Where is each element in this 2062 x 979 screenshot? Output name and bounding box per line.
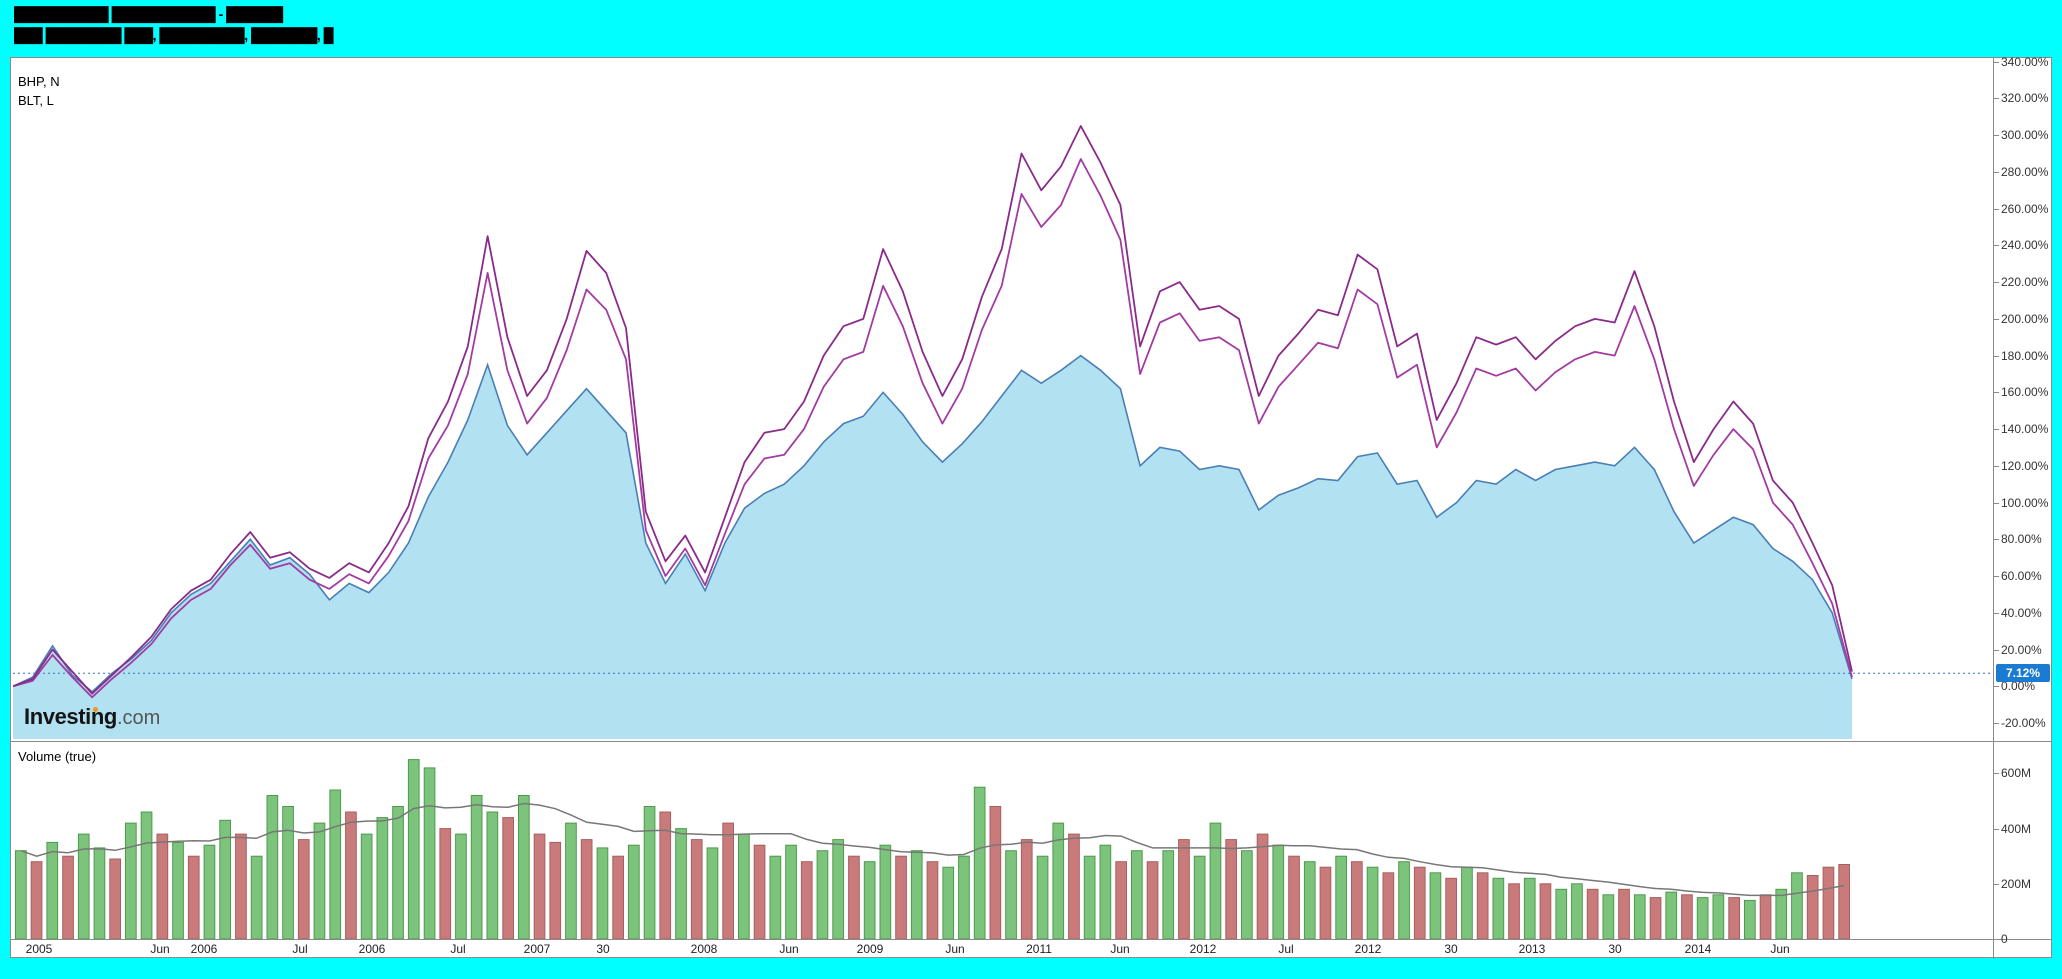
price-axis-label: 60.00% — [2001, 569, 2042, 584]
x-axis-label: Jun — [1770, 942, 1790, 956]
axis-tick — [1994, 465, 1999, 467]
legend-series-1: BHP, N — [18, 74, 60, 89]
axis-tick — [1994, 539, 1999, 541]
header-subtitle-redacted: ███ ████████ ███, █████████, ███████, █ — [14, 27, 334, 43]
x-axis-label: Jun — [779, 942, 799, 956]
investing-logo: Investing.com — [24, 704, 160, 730]
investing-logo-orange-dot-icon — [93, 707, 98, 712]
x-axis-label: 2007 — [523, 942, 551, 956]
axis-tick — [1994, 282, 1999, 284]
price-axis-label: 120.00% — [2001, 458, 2049, 473]
chart-frame: BHP, N BLT, L Investing.com Volume (true… — [10, 54, 2052, 959]
price-axis-label: 0.00% — [2001, 679, 2036, 694]
x-axis-label: 2008 — [690, 942, 718, 956]
x-axis-label: 2013 — [1518, 942, 1546, 956]
x-axis-label: Jun — [150, 942, 170, 956]
legend-series-2: BLT, L — [18, 93, 54, 108]
axis-tick — [1994, 208, 1999, 210]
last-value-badge: 7.12% — [1996, 664, 2050, 682]
axis-tick — [1994, 773, 1999, 775]
right-price-axis[interactable]: 7.12% 340.00% 320.00% 300.00% 280.00% 260.00… — [1993, 54, 2052, 959]
price-axis-label: 140.00% — [2001, 422, 2049, 437]
price-axis-label: -20.00% — [2001, 716, 2046, 730]
axis-tick — [1994, 61, 1999, 63]
x-axis-label: 2011 — [1026, 942, 1052, 956]
axis-tick — [1994, 502, 1999, 504]
header-title-redacted: ██████████ ███████████ - ██████ — [14, 6, 283, 22]
price-axis-label: 340.00% — [2001, 54, 2049, 69]
x-axis-label: 30 — [1608, 942, 1622, 956]
volume-baseline — [11, 939, 2051, 940]
chart-legend: BHP, N BLT, L — [18, 72, 60, 110]
x-axis-label: Jun — [945, 942, 965, 956]
axis-tick — [1994, 429, 1999, 431]
axis-tick — [1994, 355, 1999, 357]
price-axis-label: 320.00% — [2001, 91, 2049, 106]
axis-tick — [1994, 883, 1999, 885]
x-axis[interactable]: 2005 Jun 2006 Jul 2006 Jul 2007 30 2008 Jun 2009 Ju… — [11, 940, 2051, 959]
axis-tick — [1994, 576, 1999, 578]
x-axis-label: Jul — [450, 942, 466, 956]
x-axis-label: Jul — [292, 942, 308, 956]
price-axis-label: 300.00% — [2001, 128, 2049, 143]
volume-axis-label: 400M — [2001, 821, 2032, 836]
x-axis-label: 30 — [596, 942, 610, 956]
investing-logo-text: Investing — [24, 704, 117, 729]
x-axis-label: 2012 — [1354, 942, 1382, 956]
volume-axis-label: 600M — [2001, 766, 2032, 781]
x-axis-label: 2014 — [1684, 942, 1712, 956]
price-axis-label: 280.00% — [2001, 164, 2049, 179]
x-axis-label: 2012 — [1189, 942, 1217, 956]
x-axis-label: 2009 — [856, 942, 884, 956]
price-axis-label: 80.00% — [2001, 532, 2042, 547]
x-axis-label: Jul — [1278, 942, 1294, 956]
price-axis-label: 160.00% — [2001, 385, 2049, 400]
axis-tick — [1994, 318, 1999, 320]
axis-tick — [1994, 245, 1999, 247]
axis-tick — [1994, 392, 1999, 394]
x-axis-label: 2006 — [358, 942, 386, 956]
panel-divider — [11, 741, 2051, 742]
price-axis-label: 100.00% — [2001, 495, 2049, 510]
axis-tick — [1994, 649, 1999, 651]
price-axis-label: 40.00% — [2001, 605, 2042, 620]
axis-tick — [1994, 686, 1999, 688]
x-axis-label: 30 — [1444, 942, 1458, 956]
axis-tick — [1994, 135, 1999, 137]
x-axis-label: Jun — [1110, 942, 1130, 956]
x-axis-label: 2005 — [25, 942, 53, 956]
price-axis-label: 20.00% — [2001, 642, 2042, 657]
volume-axis-label: 0 — [2001, 932, 2008, 946]
price-axis-label: 240.00% — [2001, 238, 2049, 253]
axis-tick — [1994, 939, 1999, 940]
price-axis-label: 200.00% — [2001, 311, 2049, 326]
price-axis-label: 180.00% — [2001, 348, 2049, 363]
axis-tick — [1994, 98, 1999, 100]
axis-tick — [1994, 828, 1999, 830]
axis-tick — [1994, 723, 1999, 724]
price-chart-canvas[interactable] — [13, 60, 1992, 739]
investing-logo-com: .com — [116, 707, 161, 729]
axis-tick — [1994, 612, 1999, 614]
volume-indicator-label: Volume (true) — [18, 749, 97, 764]
x-axis-label: 2006 — [190, 942, 218, 956]
volume-axis-label: 200M — [2001, 876, 2032, 891]
axis-tick — [1994, 171, 1999, 173]
price-axis-label: 260.00% — [2001, 201, 2049, 216]
price-axis-label: 220.00% — [2001, 275, 2049, 290]
volume-chart-canvas[interactable] — [13, 746, 1992, 939]
